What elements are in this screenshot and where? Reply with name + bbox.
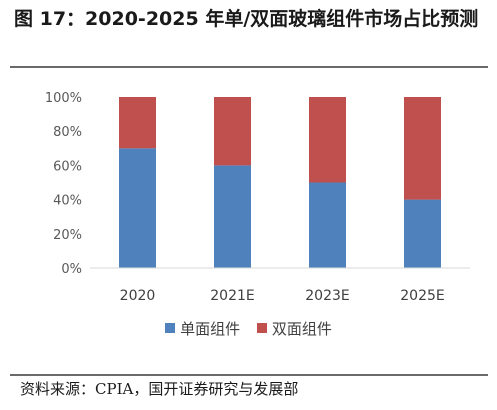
y-tick-label: 100% [45, 91, 82, 106]
legend-item-double: 双面组件 [256, 318, 332, 339]
bar-segment-single-2020 [119, 148, 156, 268]
x-category-label: 2025E [400, 288, 444, 304]
y-tick-label: 0% [61, 262, 82, 277]
legend-swatch-double [256, 323, 267, 333]
y-tick-label: 20% [53, 228, 82, 243]
chart-title: 图 17：2020-2025 年单/双面玻璃组件市场占比预测 [14, 8, 479, 30]
bar-segment-single-2021E [214, 165, 251, 268]
bar-segment-double-2025E [404, 97, 441, 200]
legend-label-double: 双面组件 [271, 320, 332, 338]
source-divider [10, 374, 488, 376]
bars-group [119, 97, 441, 268]
legend-item-single: 单面组件 [165, 318, 240, 339]
x-axis-category-labels: 2020 2021E 2023E 2025E [120, 288, 445, 304]
x-category-label: 2023E [305, 288, 349, 304]
bar-segment-single-2023E [309, 182, 346, 268]
legend: 单面组件 双面组件 [0, 318, 497, 339]
legend-label-single: 单面组件 [180, 320, 241, 338]
x-category-label: 2021E [210, 288, 254, 304]
y-axis-tick-labels: 0% 20% 40% 60% 80% 100% [45, 91, 82, 277]
bar-segment-double-2023E [309, 97, 346, 183]
title-divider [10, 66, 488, 68]
y-tick-label: 80% [53, 125, 82, 140]
y-tick-label: 60% [53, 159, 82, 174]
legend-swatch-single [165, 323, 176, 333]
y-tick-label: 40% [53, 194, 82, 209]
bar-segment-double-2020 [119, 97, 156, 149]
source-note: 资料来源：CPIA，国开证券研究与发展部 [20, 380, 299, 398]
x-category-label: 2020 [120, 288, 156, 304]
bar-segment-single-2025E [404, 199, 441, 268]
bar-segment-double-2021E [214, 97, 251, 166]
